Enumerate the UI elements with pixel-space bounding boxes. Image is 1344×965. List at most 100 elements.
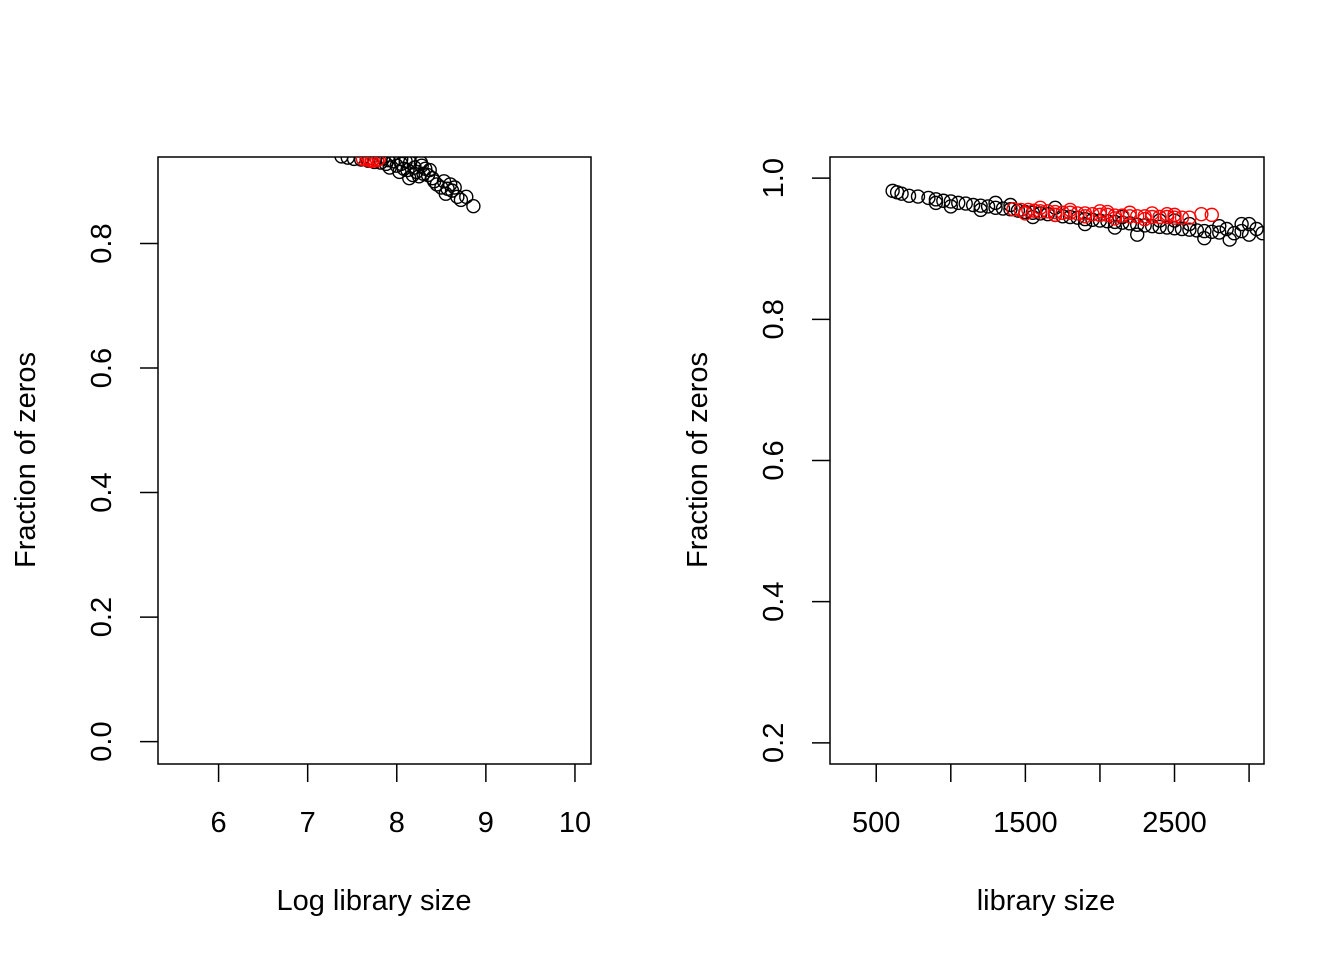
y-tick-label: 0.8 <box>86 223 118 263</box>
red-data-point <box>1137 211 1152 227</box>
black-data-point <box>901 188 917 204</box>
x-tick-label: 2500 <box>1142 807 1207 839</box>
black-data-point <box>1137 218 1152 233</box>
black-data-point <box>943 194 959 209</box>
black-data-point <box>1222 232 1237 247</box>
red-data-point <box>1092 204 1108 219</box>
red-data-point <box>1122 209 1137 224</box>
y-tick-label: 0.2 <box>86 597 118 637</box>
black-data-point <box>995 201 1011 216</box>
red-data-point <box>1167 207 1182 223</box>
y-tick-label: 0.4 <box>86 472 118 512</box>
black-data-point <box>1152 219 1167 235</box>
y-tick-label: 0.2 <box>758 723 790 763</box>
x-axis-label: Log library size <box>276 885 471 917</box>
black-data-point <box>400 162 415 178</box>
x-tick-label: 8 <box>389 807 405 839</box>
red-data-point <box>1152 209 1167 225</box>
left-scatter-panel: 6 7 8 9 10 0.00.20.40.60.8 Log library size … <box>10 156 592 917</box>
x-tick-label: 1500 <box>993 807 1058 839</box>
black-data-point <box>928 192 944 207</box>
black-data-point <box>943 199 959 214</box>
red-data-point <box>1122 205 1137 220</box>
red-data-point <box>1018 206 1033 221</box>
black-data-point <box>1241 216 1257 232</box>
red-data-point <box>1070 206 1085 221</box>
black-data-point <box>1182 222 1197 237</box>
black-data-point <box>958 196 973 211</box>
data-points <box>334 157 481 214</box>
black-data-point <box>459 189 474 205</box>
black-data-point <box>1174 221 1190 237</box>
black-data-point <box>413 157 429 170</box>
black-data-point <box>973 198 988 213</box>
red-data-point <box>1055 205 1070 220</box>
red-data-point <box>1204 207 1220 223</box>
red-data-point <box>1033 204 1048 219</box>
red-data-point <box>369 157 385 168</box>
x-tick-label: 500 <box>852 807 900 839</box>
black-data-point <box>394 157 409 167</box>
x-tick-label: 9 <box>478 807 494 839</box>
y-axis-label: Fraction of zeros <box>682 352 714 568</box>
black-data-point <box>443 177 458 192</box>
red-data-point <box>1033 200 1048 216</box>
black-data-point <box>1255 226 1264 241</box>
red-data-point <box>1130 209 1145 224</box>
black-data-point <box>466 198 481 214</box>
red-data-point <box>1144 209 1160 225</box>
red-data-point <box>1115 208 1130 223</box>
black-data-point <box>988 195 1003 211</box>
black-data-point <box>921 190 936 206</box>
red-data-point <box>1159 206 1175 222</box>
red-data-point <box>361 157 376 166</box>
black-data-point <box>965 197 981 213</box>
red-data-point <box>1048 207 1063 223</box>
plot-frame <box>829 156 1265 765</box>
y-tick-label: 0.6 <box>758 440 790 480</box>
black-data-point <box>988 200 1003 216</box>
black-data-point <box>334 157 349 164</box>
x-tick-label: 7 <box>300 807 316 839</box>
red-data-point <box>1085 206 1100 222</box>
black-data-point <box>447 180 462 195</box>
red-data-point <box>1100 204 1115 220</box>
black-data-point <box>1048 200 1063 216</box>
right-scatter-panel: 500 1500 2500 0.2 0.4 0.6 0.8 1.0 library size… <box>682 156 1265 917</box>
x-axis: 500 1500 2500 <box>852 764 1250 839</box>
y-axis-label: Fraction of zeros <box>10 352 42 568</box>
y-tick-label: 0.0 <box>86 721 118 761</box>
black-data-point <box>1025 209 1041 225</box>
y-tick-label: 0.8 <box>758 299 790 339</box>
red-data-point <box>1174 210 1190 225</box>
black-data-point <box>1130 227 1145 242</box>
black-data-point <box>1234 216 1249 232</box>
red-data-point <box>371 157 387 167</box>
red-data-point <box>1092 207 1108 223</box>
y-axis: 0.2 0.4 0.6 0.8 1.0 <box>758 158 830 763</box>
red-data-point <box>364 157 380 168</box>
data-points <box>885 183 1264 247</box>
plot-frame <box>157 156 592 765</box>
red-data-point <box>1077 209 1093 224</box>
x-tick-label: 6 <box>211 807 227 839</box>
y-tick-label: 0.6 <box>86 348 118 388</box>
black-data-point <box>1077 216 1093 232</box>
black-data-point <box>1197 230 1212 246</box>
black-data-point <box>398 157 413 169</box>
black-data-point <box>951 195 966 211</box>
black-data-point <box>980 199 996 214</box>
black-data-point <box>450 189 465 205</box>
black-data-point <box>973 202 988 218</box>
red-data-point <box>1194 206 1209 222</box>
black-data-point <box>894 186 909 201</box>
y-axis: 0.0 0.2 0.4 0.6 0.8 <box>86 223 158 762</box>
red-data-point <box>1062 202 1078 218</box>
black-data-point <box>1212 218 1227 234</box>
black-data-point <box>1197 223 1212 239</box>
y-tick-label: 1.0 <box>758 158 790 198</box>
black-data-point <box>1107 220 1123 235</box>
x-tick-label: 10 <box>559 807 591 839</box>
black-data-point <box>928 195 944 211</box>
